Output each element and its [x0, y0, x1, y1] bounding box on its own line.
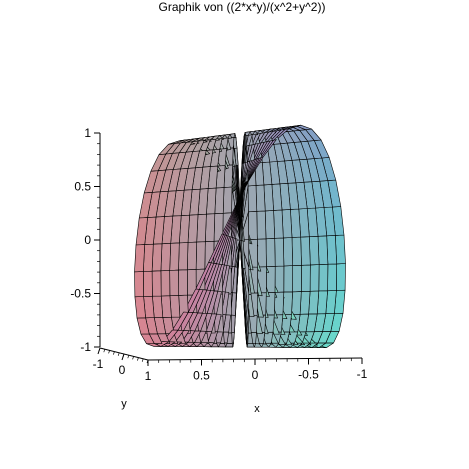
surface-patch — [291, 291, 302, 315]
surface-patch — [143, 270, 153, 297]
surface-patch — [300, 236, 311, 266]
surface-patch — [334, 234, 346, 265]
y-minor-tick — [127, 355, 130, 359]
surface-patch — [255, 184, 266, 212]
surface-patch — [196, 213, 207, 243]
surface-patch — [205, 213, 216, 242]
z-tick-label: -0.5 — [70, 287, 91, 301]
x-tick-label: 1 — [145, 369, 152, 383]
x-tick-label: 0 — [252, 368, 259, 382]
surface-patch — [169, 269, 179, 297]
surface-patch — [151, 243, 163, 272]
y-minor-tick — [141, 358, 144, 362]
y-minor-tick — [132, 356, 134, 360]
surface-patch — [273, 209, 284, 239]
surface-patch — [178, 269, 188, 296]
surface-patch — [283, 265, 294, 293]
surface-patch — [263, 184, 274, 212]
surface-patch — [299, 290, 311, 315]
x-axis-label: x — [254, 403, 260, 415]
z-tick-label: 0.5 — [74, 180, 91, 194]
surface-patch — [134, 271, 144, 298]
surface-patch — [327, 263, 338, 292]
surface-patch — [160, 243, 171, 272]
y-minor-tick — [122, 353, 125, 358]
y-axis-label: y — [121, 398, 127, 410]
axes: 10.50-0.5-11 0.5 0 -0.5 -1-1 0 — [70, 126, 367, 383]
surface-patch — [247, 185, 258, 213]
surface-patch — [222, 186, 233, 214]
surface-mesh — [134, 124, 346, 349]
y-minor-tick — [98, 347, 101, 352]
surface-patch — [318, 263, 329, 292]
surface-patch — [282, 291, 293, 316]
z-tick-label: -1 — [80, 340, 91, 354]
surface-patch — [264, 210, 276, 240]
surface-patch — [195, 241, 206, 270]
surface-patch — [134, 244, 145, 273]
surface-patch — [282, 237, 294, 267]
y-minor-tick — [146, 359, 149, 364]
surface-patch — [169, 242, 180, 271]
z-tick-label: 0 — [84, 233, 91, 247]
y-tick-label: 0 — [119, 363, 126, 377]
z-tick-label: 1 — [84, 126, 91, 140]
surface-patch — [326, 235, 338, 265]
y-minor-tick — [117, 352, 120, 356]
surface-patch — [317, 235, 329, 265]
surface-patch — [281, 209, 293, 239]
x-tick-label: -1 — [357, 367, 368, 381]
surface-patch — [256, 238, 267, 268]
surface-patch — [265, 238, 276, 268]
surface-patch — [292, 264, 302, 293]
y-minor-tick — [103, 349, 106, 353]
surface-patch — [134, 296, 146, 319]
surface-patch — [291, 236, 302, 266]
y-minor-tick — [113, 351, 115, 355]
y-minor-tick — [108, 350, 110, 354]
surface-patch — [308, 236, 320, 266]
surface-patch — [309, 264, 320, 292]
surface-patch — [256, 210, 267, 240]
surface-patch — [274, 237, 285, 267]
surface-patch — [178, 242, 189, 271]
chart-title: Graphik von ((2*x*y)/(x^2+y^2)) — [159, 0, 326, 14]
x-tick-label: 0.5 — [193, 369, 210, 383]
surface-patch — [336, 263, 346, 291]
surface-patch — [248, 211, 258, 240]
surface-patch — [151, 270, 162, 297]
y-tick-label: -1 — [93, 357, 104, 371]
surface-patch — [300, 264, 311, 292]
x-tick-label: -0.5 — [298, 368, 319, 382]
surface-patch — [187, 241, 197, 271]
y-minor-tick — [137, 357, 139, 361]
surface-patch — [160, 270, 171, 297]
